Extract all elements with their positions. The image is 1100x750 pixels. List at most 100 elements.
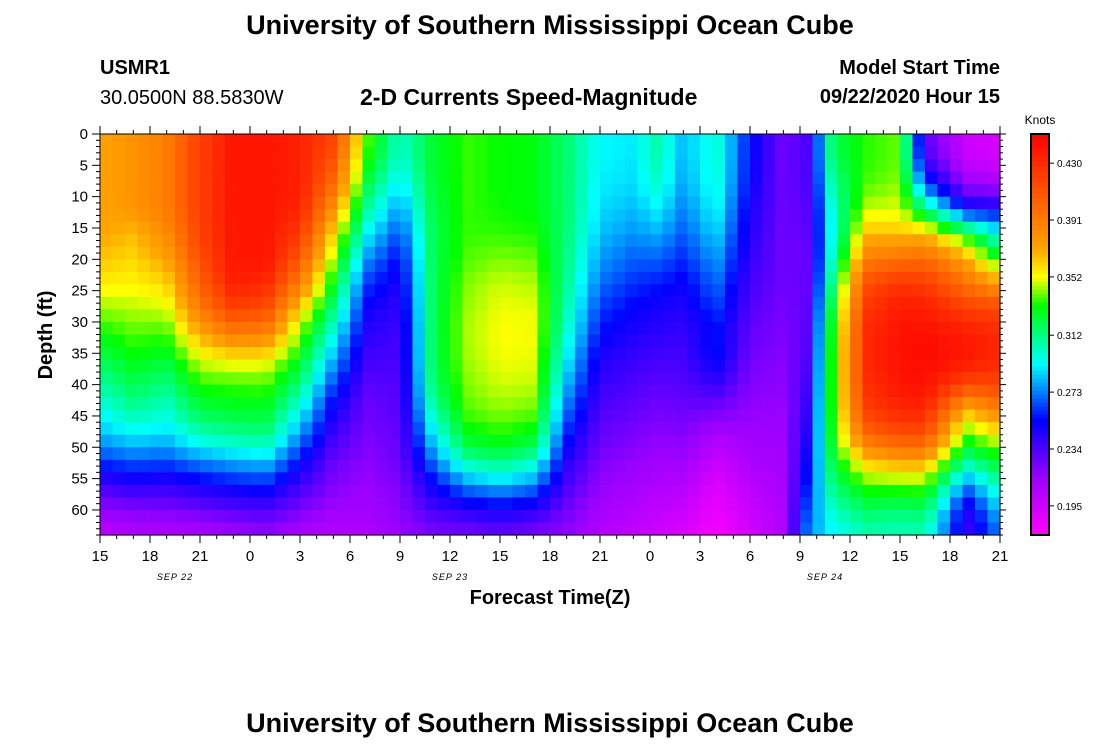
heat-cell: [312, 372, 326, 386]
heat-cell: [287, 146, 301, 160]
heat-cell: [212, 447, 226, 461]
heat-cell: [975, 309, 989, 323]
heat-cell: [987, 347, 1001, 361]
colorbar-cell: [1031, 530, 1049, 536]
heat-cell: [462, 221, 476, 235]
heat-cell: [900, 372, 914, 386]
heat-cell: [387, 484, 401, 499]
heat-cell: [787, 409, 801, 423]
heat-cell: [150, 209, 164, 223]
heat-cell: [587, 159, 601, 173]
heat-cell: [737, 309, 751, 323]
heat-cell: [575, 359, 589, 373]
heat-cell: [812, 259, 826, 273]
heat-cell: [362, 334, 376, 348]
colorbar-tick-label: 0.195: [1057, 502, 1082, 513]
heat-cell: [912, 284, 926, 298]
heat-cell: [675, 434, 689, 448]
heat-cell: [725, 384, 739, 398]
heat-cell: [175, 134, 189, 148]
heat-cell: [150, 359, 164, 373]
heat-cell: [975, 509, 989, 524]
heat-cell: [600, 209, 614, 223]
heat-cell: [562, 447, 576, 461]
heat-cell: [587, 271, 601, 285]
heat-cell: [825, 221, 839, 235]
heat-cell: [637, 397, 651, 411]
heat-cell: [962, 146, 976, 160]
y-tick-label: 30: [71, 314, 88, 331]
heat-cell: [225, 472, 239, 486]
plot-title: 2-D Currents Speed-Magnitude: [360, 84, 698, 110]
heat-cell: [300, 447, 314, 461]
heat-cell: [825, 134, 839, 148]
heat-cell: [262, 246, 276, 260]
heat-cell: [950, 134, 964, 148]
heat-cell: [537, 509, 551, 524]
heat-cell: [275, 284, 289, 298]
heat-cell: [550, 296, 564, 311]
colorbar-cell: [1031, 230, 1049, 235]
heat-cell: [600, 484, 614, 499]
heat-cell: [212, 509, 226, 524]
heat-cell: [462, 296, 476, 311]
heat-cell: [312, 146, 326, 160]
heat-cell: [387, 522, 401, 536]
heat-cell: [587, 321, 601, 336]
heat-cell: [225, 246, 239, 260]
heat-cell: [837, 372, 851, 386]
heat-cell: [137, 497, 151, 511]
colorbar-cell: [1031, 274, 1049, 279]
heat-cell: [462, 509, 476, 524]
heat-cell: [875, 359, 889, 373]
heat-cell: [300, 497, 314, 511]
heat-cell: [775, 171, 789, 185]
heat-cell: [250, 271, 264, 285]
heat-cell: [112, 447, 126, 461]
heat-cell: [925, 497, 939, 511]
heat-cell: [287, 422, 301, 436]
heat-cell: [800, 422, 814, 436]
heat-cell: [625, 372, 639, 386]
heat-cell: [350, 422, 364, 436]
heat-cell: [512, 271, 526, 285]
heat-cell: [925, 309, 939, 323]
heat-cell: [187, 359, 201, 373]
heat-cell: [787, 309, 801, 323]
heat-cell: [862, 309, 876, 323]
heat-cell: [775, 134, 789, 148]
heat-cell: [300, 397, 314, 411]
heat-cell: [587, 246, 601, 260]
heat-cell: [212, 334, 226, 348]
colorbar-cell: [1031, 158, 1049, 163]
heat-cell: [912, 246, 926, 260]
heat-cell: [725, 372, 739, 386]
colorbar-cell: [1031, 194, 1049, 199]
heat-cell: [475, 221, 489, 235]
heat-cell: [312, 484, 326, 499]
heat-cell: [700, 134, 714, 148]
heat-cell: [137, 321, 151, 336]
heat-cell: [175, 309, 189, 323]
heat-cell: [337, 372, 351, 386]
heat-cell: [950, 309, 964, 323]
heat-cell: [137, 372, 151, 386]
heat-cell: [212, 372, 226, 386]
heat-cell: [962, 159, 976, 173]
heat-cell: [225, 221, 239, 235]
heat-cell: [250, 296, 264, 311]
heat-cell: [850, 234, 864, 248]
heat-cell: [437, 209, 451, 223]
heat-cell: [712, 509, 726, 524]
heat-cell: [550, 271, 564, 285]
heat-cell: [787, 509, 801, 524]
heat-cell: [500, 184, 514, 198]
heat-cell: [762, 459, 776, 473]
x-tick-label: 21: [592, 548, 609, 565]
heat-cell: [850, 447, 864, 461]
heat-cell: [450, 146, 464, 160]
heat-cell: [287, 459, 301, 473]
heat-cell: [337, 159, 351, 173]
heat-cell: [662, 271, 676, 285]
heat-cell: [387, 246, 401, 260]
